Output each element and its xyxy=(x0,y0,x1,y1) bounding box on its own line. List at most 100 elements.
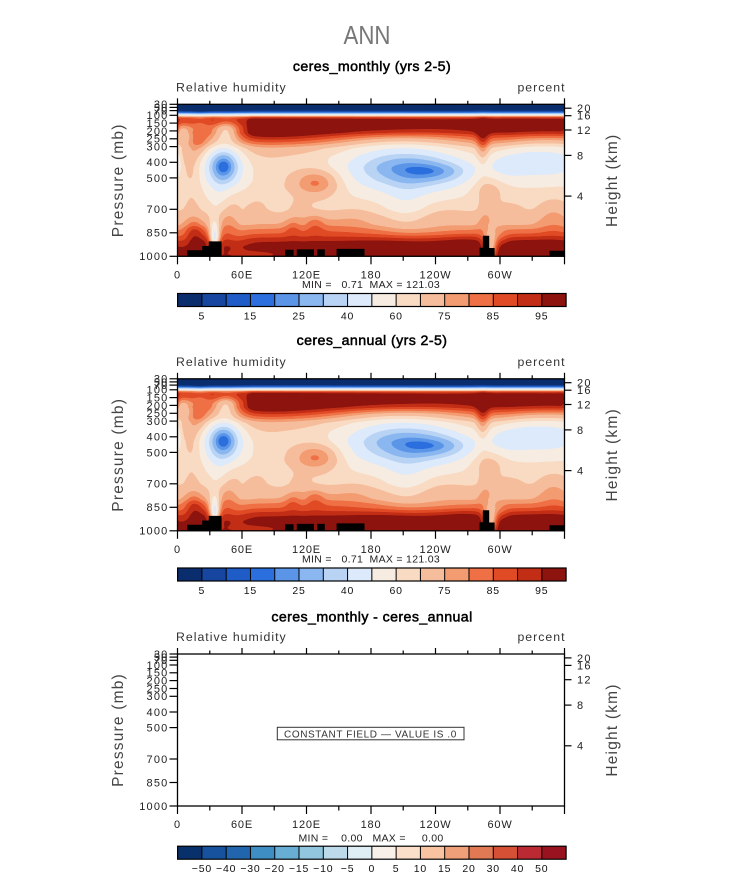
svg-text:percent: percent xyxy=(517,355,565,369)
svg-text:60E: 60E xyxy=(231,819,253,831)
svg-text:250: 250 xyxy=(147,683,169,695)
svg-text:−40: −40 xyxy=(216,863,236,872)
svg-text:ceres_monthly - ceres_annual: ceres_monthly - ceres_annual xyxy=(271,610,472,626)
svg-text:30: 30 xyxy=(154,374,169,386)
svg-text:Relative humidity: Relative humidity xyxy=(176,630,287,644)
svg-text:30: 30 xyxy=(487,863,500,872)
svg-text:95: 95 xyxy=(535,311,548,323)
svg-text:−20: −20 xyxy=(265,863,285,872)
svg-text:Pressure (mb): Pressure (mb) xyxy=(110,398,127,512)
svg-text:120E: 120E xyxy=(292,544,321,556)
svg-text:1000: 1000 xyxy=(139,251,168,263)
svg-text:40: 40 xyxy=(341,585,354,597)
svg-text:−10: −10 xyxy=(313,863,333,872)
svg-text:500: 500 xyxy=(147,447,169,459)
svg-text:50: 50 xyxy=(535,863,548,872)
svg-text:400: 400 xyxy=(147,432,169,444)
svg-text:700: 700 xyxy=(147,479,169,491)
svg-text:0: 0 xyxy=(369,863,376,872)
svg-text:95: 95 xyxy=(535,585,548,597)
svg-text:Height (km): Height (km) xyxy=(604,408,621,501)
svg-text:30: 30 xyxy=(154,99,169,111)
svg-text:8: 8 xyxy=(577,150,584,162)
svg-text:0: 0 xyxy=(174,544,181,556)
svg-text:300: 300 xyxy=(147,416,169,428)
svg-text:50: 50 xyxy=(154,377,169,389)
svg-text:180: 180 xyxy=(361,544,382,556)
svg-text:5: 5 xyxy=(199,585,206,597)
svg-text:500: 500 xyxy=(147,173,169,185)
svg-text:30: 30 xyxy=(154,649,169,661)
svg-text:60E: 60E xyxy=(231,544,253,556)
svg-text:120E: 120E xyxy=(292,819,321,831)
svg-text:Pressure (mb): Pressure (mb) xyxy=(110,123,127,237)
svg-text:16: 16 xyxy=(577,111,592,123)
svg-text:40: 40 xyxy=(511,863,524,872)
svg-text:850: 850 xyxy=(147,777,169,789)
svg-text:1000: 1000 xyxy=(139,801,168,813)
svg-text:70: 70 xyxy=(154,380,169,392)
svg-text:60W: 60W xyxy=(487,270,512,282)
svg-text:50: 50 xyxy=(154,102,169,114)
svg-text:100: 100 xyxy=(147,110,169,122)
svg-text:75: 75 xyxy=(438,585,451,597)
svg-text:12: 12 xyxy=(577,399,592,411)
svg-text:percent: percent xyxy=(517,80,565,94)
svg-text:700: 700 xyxy=(147,754,169,766)
svg-text:5: 5 xyxy=(393,863,400,872)
svg-text:15: 15 xyxy=(438,863,451,872)
svg-text:12: 12 xyxy=(577,125,592,137)
svg-text:Relative humidity: Relative humidity xyxy=(176,355,287,369)
svg-text:20: 20 xyxy=(577,103,592,115)
svg-text:180: 180 xyxy=(361,819,382,831)
svg-text:120W: 120W xyxy=(420,819,452,831)
svg-text:Height (km): Height (km) xyxy=(604,134,621,227)
svg-text:CONSTANT FIELD — VALUE IS .0: CONSTANT FIELD — VALUE IS .0 xyxy=(284,729,457,740)
svg-text:120W: 120W xyxy=(420,270,452,282)
svg-text:−50: −50 xyxy=(192,863,212,872)
svg-text:5: 5 xyxy=(199,311,206,323)
svg-text:4: 4 xyxy=(577,741,584,753)
svg-text:40: 40 xyxy=(341,311,354,323)
svg-text:85: 85 xyxy=(487,585,500,597)
svg-text:75: 75 xyxy=(438,311,451,323)
svg-text:4: 4 xyxy=(577,191,584,203)
svg-text:−15: −15 xyxy=(289,863,309,872)
svg-text:250: 250 xyxy=(147,134,169,146)
svg-text:15: 15 xyxy=(244,311,257,323)
svg-text:150: 150 xyxy=(147,118,169,130)
svg-text:200: 200 xyxy=(147,400,169,412)
svg-text:150: 150 xyxy=(147,668,169,680)
svg-text:ANN: ANN xyxy=(344,20,391,50)
svg-text:100: 100 xyxy=(147,660,169,672)
svg-text:1000: 1000 xyxy=(139,526,168,538)
svg-text:percent: percent xyxy=(517,630,565,644)
svg-text:150: 150 xyxy=(147,393,169,405)
svg-text:10: 10 xyxy=(414,863,427,872)
svg-text:20: 20 xyxy=(462,863,475,872)
svg-text:700: 700 xyxy=(147,204,169,216)
svg-text:850: 850 xyxy=(147,228,169,240)
svg-text:400: 400 xyxy=(147,707,169,719)
svg-text:400: 400 xyxy=(147,157,169,169)
svg-text:60: 60 xyxy=(389,311,402,323)
svg-text:60: 60 xyxy=(389,585,402,597)
svg-text:200: 200 xyxy=(147,676,169,688)
svg-text:Pressure (mb): Pressure (mb) xyxy=(110,673,127,787)
svg-text:−5: −5 xyxy=(341,863,355,872)
svg-text:20: 20 xyxy=(577,653,592,665)
svg-text:16: 16 xyxy=(577,660,592,672)
svg-text:70: 70 xyxy=(154,106,169,118)
svg-text:500: 500 xyxy=(147,723,169,735)
svg-text:Relative humidity: Relative humidity xyxy=(176,80,287,94)
svg-text:16: 16 xyxy=(577,385,592,397)
svg-text:8: 8 xyxy=(577,700,584,712)
svg-text:20: 20 xyxy=(577,378,592,390)
svg-text:0: 0 xyxy=(174,819,181,831)
svg-text:300: 300 xyxy=(147,142,169,154)
svg-text:15: 15 xyxy=(244,585,257,597)
svg-text:−30: −30 xyxy=(240,863,260,872)
svg-text:60W: 60W xyxy=(487,544,512,556)
svg-text:12: 12 xyxy=(577,675,592,687)
svg-text:300: 300 xyxy=(147,691,169,703)
